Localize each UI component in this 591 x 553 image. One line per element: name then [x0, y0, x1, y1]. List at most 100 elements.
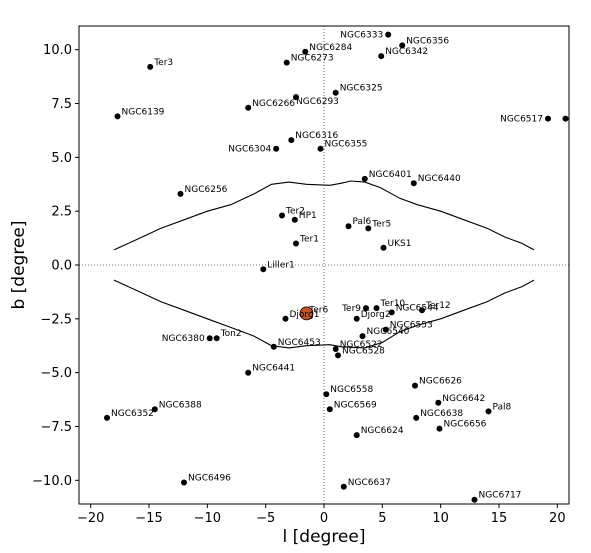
cluster-point	[382, 326, 389, 333]
cluster-label: NGC6553	[390, 321, 433, 331]
cluster-label: NGC6266	[252, 99, 295, 109]
cluster-point	[410, 180, 417, 187]
y-axis-ticks: −10.0 −7.5 −5.0 −2.5 0.0 2.5 5.0 7.5 10.0	[32, 43, 79, 489]
cluster-label: Ter2	[285, 207, 305, 217]
cluster-label: NGC6558	[330, 385, 373, 395]
y-tick-label: 2.5	[51, 205, 72, 220]
cluster-label: NGC6528	[342, 346, 385, 356]
cluster-label: Liller1	[267, 260, 294, 270]
cluster-point	[288, 137, 295, 144]
cluster-point	[412, 382, 418, 389]
cluster-label: NGC6380	[162, 334, 205, 344]
cluster-label: NGC6325	[340, 84, 383, 94]
x-tick-label: 5	[378, 511, 386, 526]
cluster-label: Ter5	[371, 219, 391, 229]
x-tick-label: 20	[549, 511, 566, 526]
cluster-point	[385, 31, 392, 38]
cluster-label: NGC6304	[228, 145, 271, 155]
cluster-point	[399, 42, 406, 49]
cluster-label: NGC6388	[159, 400, 202, 410]
y-tick-label: −10.0	[32, 474, 72, 489]
reference-lines	[79, 26, 569, 504]
y-axis-label: b [degree]	[9, 220, 29, 309]
cluster-label: NGC6522	[340, 340, 383, 350]
x-tick-label: 0	[320, 511, 328, 526]
cluster-point	[177, 190, 184, 197]
cluster-point	[353, 432, 360, 439]
cluster-label: Ter6	[308, 306, 328, 316]
cluster-label: Pal8	[493, 402, 512, 412]
cluster-point	[378, 53, 385, 60]
cluster-label: NGC6355	[325, 140, 368, 150]
cluster-point	[345, 223, 352, 230]
cluster-point	[335, 352, 341, 359]
cluster-label: NGC6517	[500, 115, 543, 125]
cluster-label: NGC6642	[442, 394, 485, 404]
cluster-point	[293, 94, 299, 101]
x-axis-label: l [degree]	[283, 527, 366, 547]
cluster-point	[151, 406, 158, 413]
cluster-label: NGC6256	[185, 185, 228, 195]
cluster-point	[114, 113, 121, 120]
cluster-point	[485, 408, 492, 415]
cluster-label: NGC6333	[340, 31, 383, 41]
cluster-label: NGC6441	[252, 364, 295, 374]
cluster-label: NGC6569	[334, 400, 377, 410]
y-tick-label: −7.5	[40, 420, 72, 435]
y-tick-label: 5.0	[51, 151, 72, 166]
cluster-label: Ter1	[299, 235, 319, 245]
cluster-point	[332, 346, 339, 352]
x-tick-label: −15	[135, 511, 162, 526]
y-tick-label: −2.5	[40, 312, 72, 327]
cluster-point	[359, 333, 366, 340]
cluster-point	[363, 305, 369, 312]
cluster-point	[213, 335, 220, 342]
cluster-label: NGC6544	[396, 303, 439, 313]
cluster-label: Ton2	[220, 329, 242, 339]
cluster-label: NGC6624	[361, 426, 404, 436]
cluster-point	[293, 240, 299, 247]
y-tick-label: 7.5	[51, 97, 72, 112]
cluster-point	[147, 63, 154, 70]
cluster-point	[279, 212, 285, 219]
cluster-point	[365, 225, 372, 232]
cluster-label: NGC6717	[479, 491, 522, 501]
cluster-label: NGC6656	[444, 420, 487, 430]
cluster-point	[326, 406, 333, 413]
cluster-point	[545, 115, 551, 122]
x-tick-label: −10	[194, 511, 221, 526]
cluster-label: NGC6626	[419, 377, 462, 387]
y-tick-label: 10.0	[43, 43, 72, 58]
cluster-point	[562, 115, 569, 122]
cluster-label: NGC6638	[420, 409, 463, 419]
highlight-point	[299, 306, 314, 321]
cluster-point	[380, 244, 387, 251]
cluster-label: NGC6139	[122, 107, 165, 117]
cluster-point	[373, 305, 380, 312]
cluster-point	[388, 309, 395, 316]
y-tick-label: 0.0	[51, 259, 72, 274]
cluster-point	[436, 425, 443, 432]
cluster-point	[340, 483, 347, 490]
cluster-point	[283, 59, 290, 66]
cluster-point	[435, 399, 442, 406]
x-axis-ticks: −20 −15 −10 −5 0 5 10 15 20	[77, 504, 566, 526]
cluster-label: Djorg2	[361, 310, 391, 320]
cluster-point	[323, 391, 330, 398]
cluster-point	[206, 335, 213, 342]
cluster-point	[270, 343, 277, 350]
contours	[113, 180, 535, 349]
cluster-label: NGC6496	[188, 474, 231, 484]
cluster-label: NGC6356	[406, 36, 449, 46]
cluster-label: HP1	[299, 211, 317, 221]
cluster-label: NGC6453	[278, 338, 321, 348]
cluster-point	[413, 414, 420, 421]
y-tick-label: −5.0	[40, 366, 72, 381]
cluster-label: NGC6440	[418, 174, 461, 184]
contour-upper-line	[113, 180, 535, 251]
cluster-label: NGC6342	[385, 47, 428, 57]
contour-lower-line	[113, 279, 535, 349]
cluster-point	[273, 145, 280, 152]
cluster-label: NGC6273	[291, 54, 334, 64]
